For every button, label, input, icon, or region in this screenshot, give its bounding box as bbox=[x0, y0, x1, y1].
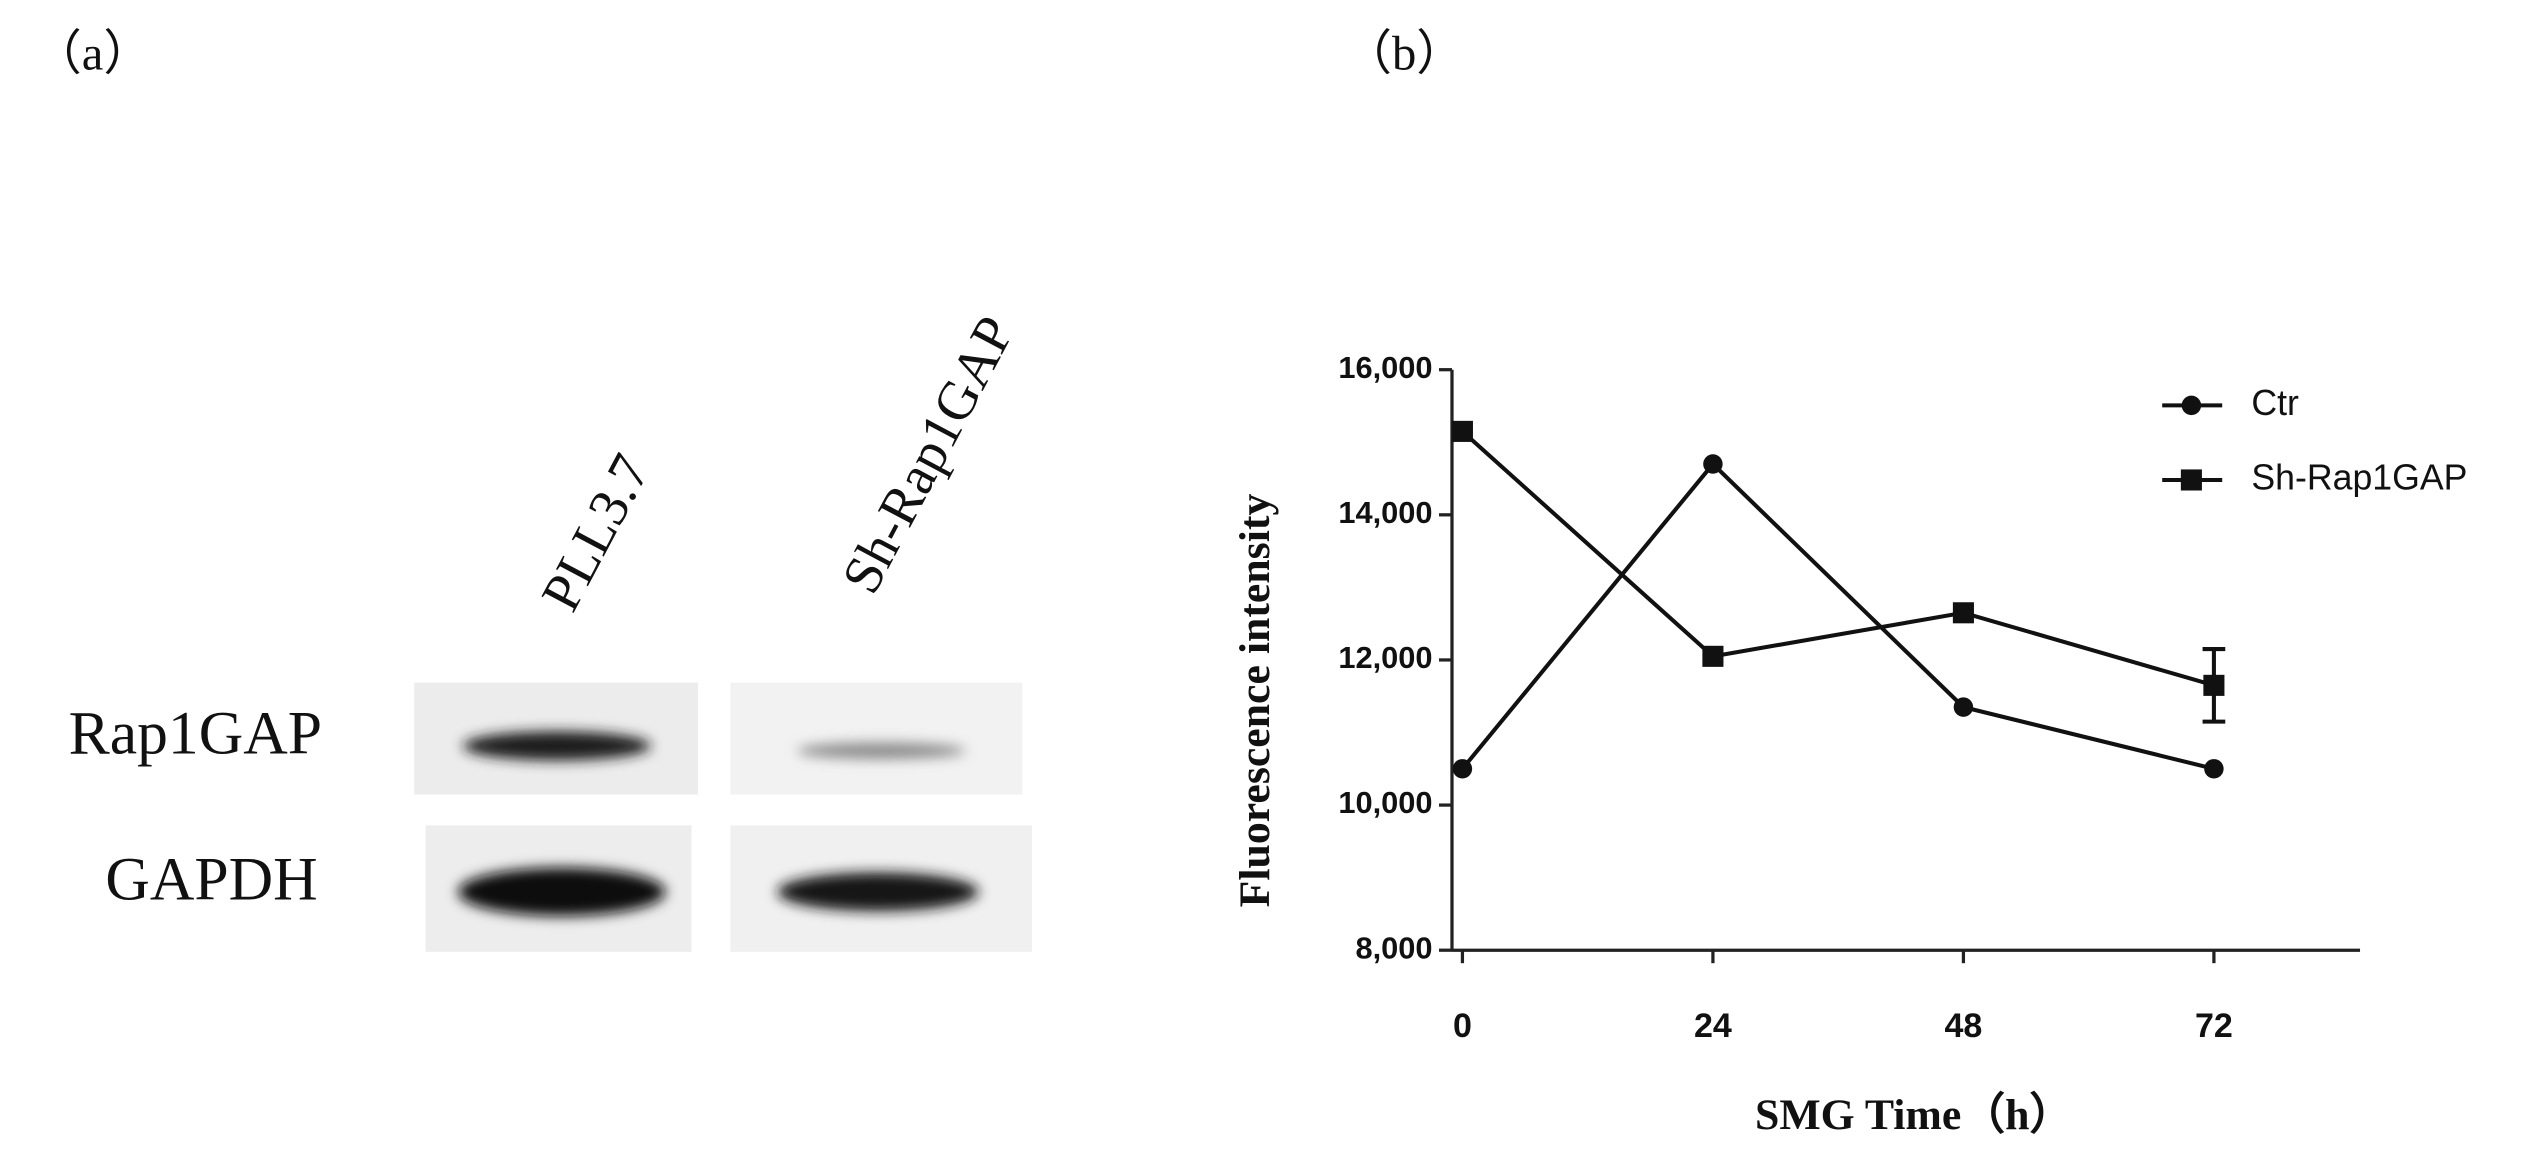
panel-label: （b） bbox=[1343, 27, 1465, 81]
x-tick-label: 48 bbox=[1944, 1007, 1982, 1045]
row-label: Rap1GAP bbox=[69, 700, 322, 768]
marker bbox=[2180, 469, 2202, 491]
marker bbox=[2203, 674, 2225, 696]
marker bbox=[1451, 420, 1473, 442]
legend-label: Ctr bbox=[2251, 383, 2299, 423]
series-line bbox=[1460, 461, 2215, 771]
x-tick-label: 72 bbox=[2195, 1007, 2233, 1045]
y-tick-label: 16,000 bbox=[1338, 350, 1432, 385]
x-tick-label: 24 bbox=[1694, 1007, 1732, 1045]
marker bbox=[1952, 602, 1974, 624]
legend-label: Sh-Rap1GAP bbox=[2251, 457, 2467, 497]
x-axis-label: SMG Time（h） bbox=[1755, 1090, 2073, 1139]
panel-label: （a） bbox=[33, 27, 152, 81]
marker bbox=[1953, 697, 1974, 717]
marker bbox=[2204, 759, 2224, 779]
y-tick-label: 10,000 bbox=[1338, 785, 1432, 820]
y-tick-label: 14,000 bbox=[1338, 495, 1432, 530]
y-tick-label: 8,000 bbox=[1355, 930, 1432, 965]
series-line bbox=[1461, 429, 2215, 688]
marker bbox=[1703, 454, 1723, 474]
lane-label: Sh-Rap1GAP bbox=[830, 306, 1026, 602]
marker bbox=[1452, 759, 1473, 779]
marker bbox=[1702, 645, 1724, 667]
y-axis-label: Fluorescence intensity bbox=[1231, 494, 1279, 908]
lane-label: PLL3.7 bbox=[529, 444, 661, 620]
blot-image bbox=[414, 682, 1033, 952]
row-label: GAPDH bbox=[105, 845, 317, 913]
y-tick-label: 12,000 bbox=[1338, 640, 1432, 675]
x-tick-label: 0 bbox=[1453, 1007, 1472, 1045]
marker bbox=[2181, 395, 2202, 416]
